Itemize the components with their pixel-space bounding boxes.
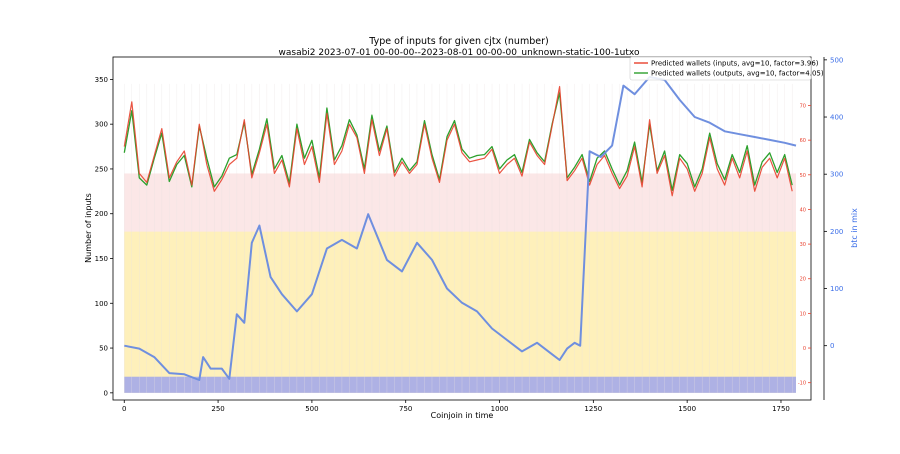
y-axis-right-btc: 0 100 200 300 400 500 — [823, 56, 843, 400]
y-tick-label: 100 — [95, 300, 108, 308]
y-tick-label: 350 — [95, 76, 108, 84]
y3-tick-label: 60 — [800, 138, 806, 144]
y2-tick-label: 0 — [830, 342, 834, 350]
y-tick-label: 0 — [104, 389, 108, 397]
y2-axis-label: btc in mix — [850, 208, 859, 248]
legend-box — [629, 56, 812, 81]
y3-tick-label: 10 — [800, 311, 806, 317]
series-line-btc — [124, 76, 797, 381]
background-fills — [124, 83, 796, 393]
y2-tick-label: 300 — [830, 171, 843, 179]
y-axis-label: Number of inputs — [84, 193, 93, 263]
y2-tick-label: 200 — [830, 228, 843, 236]
blue-fill-band — [124, 376, 796, 393]
y-tick-label: 250 — [95, 165, 108, 173]
y-tick-label: 150 — [95, 255, 108, 263]
y-axis-left: 0 50 100 150 200 250 300 350 — [95, 76, 113, 397]
y3-tick-label: 50 — [800, 173, 806, 179]
y-tick-label: 50 — [99, 345, 108, 353]
x-axis: 0 250 500 750 1000 1250 1500 1750 — [122, 400, 790, 413]
yellow-fill-band — [124, 231, 796, 393]
chart-subtitle: wasabi2 2023-07-01 00-00-00--2023-08-01 … — [279, 48, 640, 58]
x-tick-label: 750 — [399, 405, 412, 413]
series-line-outputs — [123, 92, 793, 192]
y3-tick-label: 40 — [800, 207, 806, 213]
y3-tick-label: 0 — [803, 346, 806, 352]
chart-title: Type of inputs for given cjtx (number) — [368, 36, 548, 47]
y-tick-label: 200 — [95, 210, 108, 218]
x-tick-label: 0 — [122, 405, 126, 413]
series-line-inputs — [123, 86, 793, 197]
x-axis-label: Coinjoin in time — [431, 411, 494, 420]
y-axis-right-inner: -10 0 10 20 30 40 50 60 70 — [798, 104, 811, 387]
y3-tick-label: 30 — [800, 242, 806, 248]
y2-tick-label: 400 — [830, 114, 843, 122]
y3-tick-label: -10 — [798, 381, 806, 387]
y2-tick-label: 500 — [830, 56, 843, 64]
series-layer — [123, 76, 797, 381]
x-tick-label: 1500 — [678, 405, 696, 413]
legend-label-outputs: Predicted wallets (outputs, avg=10, fact… — [651, 70, 824, 78]
y3-tick-label: 70 — [800, 104, 806, 110]
legend: Predicted wallets (inputs, avg=10, facto… — [629, 56, 824, 81]
y3-tick-label: 20 — [800, 277, 806, 283]
plot-frame — [112, 56, 812, 401]
y-tick-label: 300 — [95, 121, 108, 129]
x-tick-label: 500 — [305, 405, 318, 413]
legend-label-inputs: Predicted wallets (inputs, avg=10, facto… — [651, 60, 819, 68]
x-tick-label: 250 — [211, 405, 224, 413]
x-tick-label: 1000 — [491, 405, 509, 413]
x-tick-label: 1750 — [772, 405, 790, 413]
x-tick-label: 1250 — [584, 405, 602, 413]
y2-tick-label: 100 — [830, 285, 843, 293]
